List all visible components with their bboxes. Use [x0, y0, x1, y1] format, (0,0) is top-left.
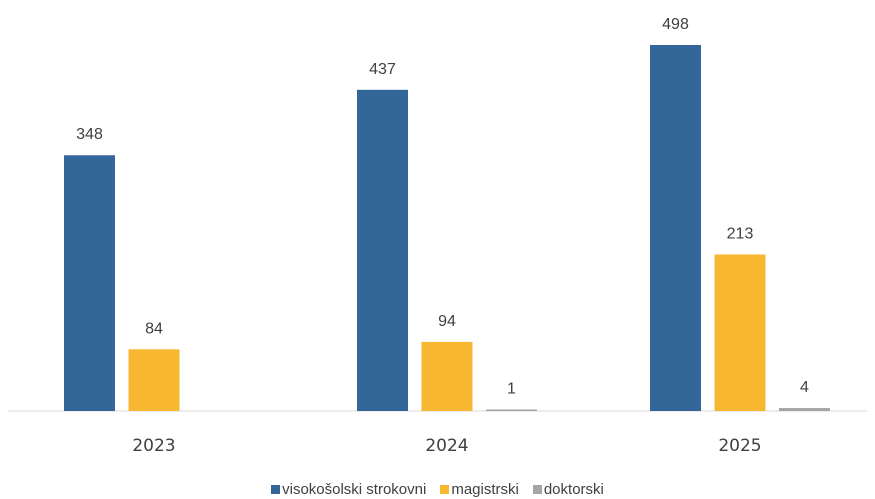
bar-2023-0 — [64, 155, 115, 411]
x-tick-label-2023: 2023 — [132, 436, 175, 456]
legend-label: visokošolski strokovni — [282, 481, 427, 498]
data-label-2024-2: 1 — [507, 381, 516, 398]
legend-label: doktorski — [543, 481, 604, 498]
x-tick-label-2024: 2024 — [425, 436, 468, 456]
data-label-2024-1: 94 — [438, 313, 456, 330]
legend-swatch — [440, 485, 450, 494]
data-label-2023-1: 84 — [145, 320, 163, 337]
legend-label: magistrski — [451, 481, 519, 498]
bar-2024-0 — [357, 89, 408, 411]
bar-2023-1 — [128, 349, 180, 411]
legend-swatch — [532, 485, 542, 494]
bar-2025-1 — [714, 254, 766, 411]
bar-2024-2 — [486, 409, 537, 411]
data-label-2025-2: 4 — [800, 379, 809, 396]
data-label-2024-0: 437 — [369, 61, 396, 78]
chart-legend: visokošolski strokovni magistrski doktorsk… — [0, 480, 875, 499]
bar-2025-0 — [650, 45, 701, 411]
x-tick-label-2025: 2025 — [718, 436, 761, 456]
bar-2024-1 — [421, 341, 473, 411]
data-label-2025-0: 498 — [662, 16, 689, 33]
legend-item-2: doktorski — [532, 481, 604, 498]
data-label-2025-1: 213 — [727, 225, 754, 242]
legend-item-1: magistrski — [440, 481, 519, 498]
data-label-2023-0: 348 — [76, 126, 103, 143]
legend-swatch — [271, 485, 281, 494]
legend-item-0: visokošolski strokovni — [271, 481, 426, 498]
bar-2025-2 — [779, 408, 830, 411]
